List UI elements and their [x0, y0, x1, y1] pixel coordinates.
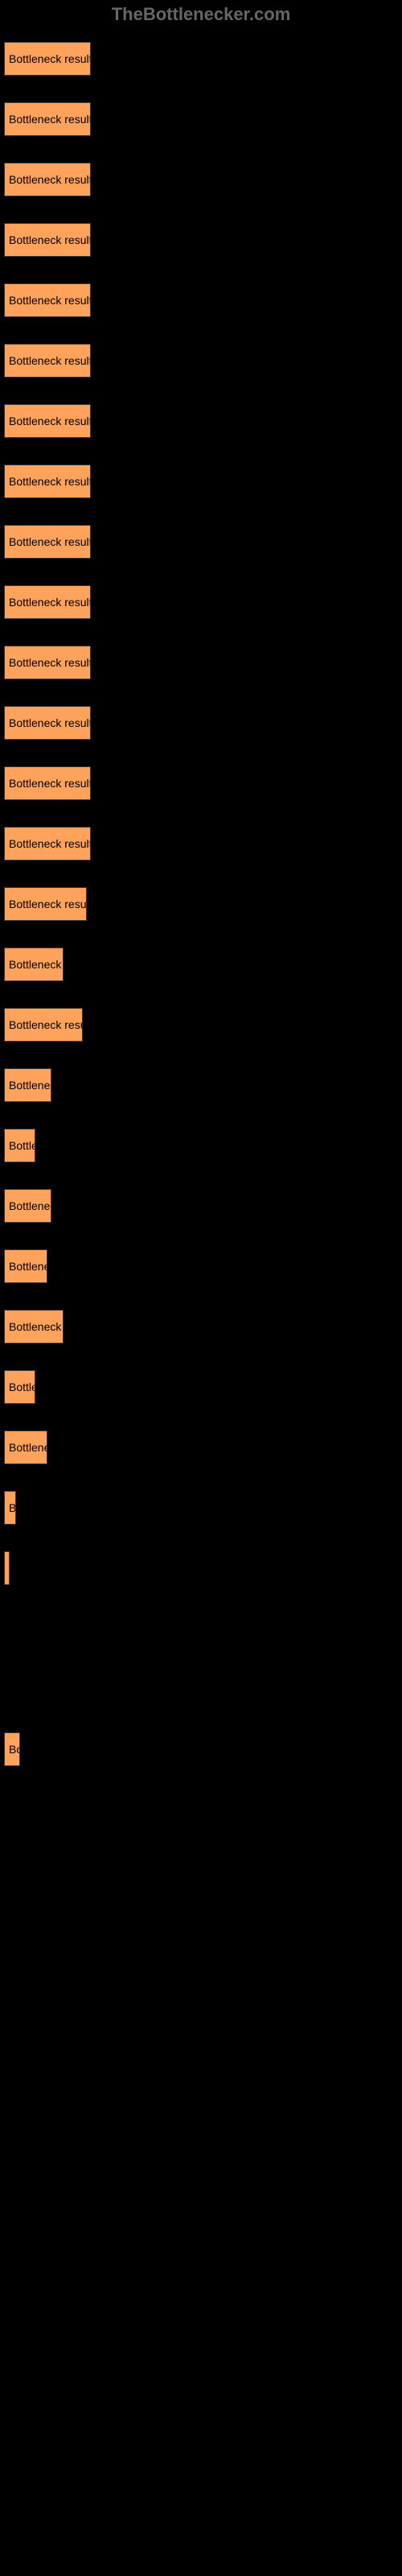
bar-row: Bottleneck result	[4, 451, 398, 511]
bottleneck-bar: Bottleneck result	[4, 1491, 16, 1525]
bottleneck-chart: Bottleneck result Bottleneck result Bottle…	[4, 28, 398, 1779]
bar-label: Bottleneck result	[9, 535, 91, 548]
bar-label: Bottleneck result	[9, 52, 91, 65]
bar-label: Bottleneck result	[9, 354, 91, 367]
bottleneck-bar: Bottleneck result	[4, 344, 91, 378]
bar-label: Bottleneck result	[9, 1260, 47, 1273]
bar-row: Bottleneck result	[4, 1719, 398, 1779]
bottleneck-bar: Bottleneck result	[4, 827, 91, 861]
bar-row: Bottleneck result	[4, 1236, 398, 1296]
bottleneck-bar: Bottleneck result	[4, 1249, 47, 1283]
bar-label: Bottleneck result	[9, 294, 91, 307]
bottleneck-bar: Bottleneck result	[4, 1430, 47, 1464]
bottleneck-bar: Bottleneck result	[4, 102, 91, 136]
bar-label: Bottleneck result	[9, 173, 91, 186]
bottleneck-bar: Bottleneck result	[4, 283, 91, 317]
bottleneck-bar: Bottleneck result	[4, 1189, 51, 1223]
bar-label: Bottleneck result	[9, 777, 91, 790]
bar-row: Bottleneck result	[4, 1477, 398, 1538]
bar-row: Bottleneck result	[4, 1538, 398, 1598]
bar-row: Bottleneck result	[4, 209, 398, 270]
bottleneck-bar: Bottleneck result	[4, 1129, 35, 1162]
bottleneck-bar: Bottleneck result	[4, 1732, 20, 1766]
bar-row: Bottleneck result	[4, 692, 398, 753]
bar-label: Bottleneck result	[9, 1320, 64, 1333]
bar-row: Bottleneck result	[4, 873, 398, 934]
bottleneck-bar: Bottleneck result	[4, 1551, 10, 1585]
bar-label: Bottleneck result	[9, 233, 91, 246]
bar-row: Bottleneck result	[4, 934, 398, 994]
bottleneck-bar: Bottleneck result	[4, 947, 64, 981]
bar-label: Bottleneck result	[9, 1199, 51, 1212]
bar-row	[4, 1658, 398, 1719]
bottleneck-bar: Bottleneck result	[4, 706, 91, 740]
bar-label: Bottleneck result	[9, 1079, 51, 1092]
bar-label: Bottleneck result	[9, 837, 91, 850]
bar-row: Bottleneck result	[4, 1175, 398, 1236]
bottleneck-bar: Bottleneck result	[4, 404, 91, 438]
bar-label: Bottleneck result	[9, 596, 91, 609]
bar-label: Bottleneck result	[9, 475, 91, 488]
site-header: TheBottlenecker.com	[112, 4, 291, 25]
bar-row: Bottleneck result	[4, 1417, 398, 1477]
bar-label: Bottleneck result	[9, 1562, 10, 1575]
bar-label: Bottleneck result	[9, 1139, 35, 1152]
bar-label: Bottleneck result	[9, 1018, 83, 1031]
bar-label: Bottleneck result	[9, 898, 87, 910]
bar-label: Bottleneck result	[9, 1441, 47, 1454]
bottleneck-bar: Bottleneck result	[4, 1370, 35, 1404]
bar-label: Bottleneck result	[9, 1501, 16, 1514]
bar-row: Bottleneck result	[4, 1356, 398, 1417]
bottleneck-bar: Bottleneck result	[4, 1068, 51, 1102]
bar-label: Bottleneck result	[9, 716, 91, 729]
bar-row: Bottleneck result	[4, 330, 398, 390]
bar-row: Bottleneck result	[4, 1055, 398, 1115]
bar-row: Bottleneck result	[4, 511, 398, 572]
bottleneck-bar: Bottleneck result	[4, 1008, 83, 1042]
bar-row: Bottleneck result	[4, 813, 398, 873]
bottleneck-bar: Bottleneck result	[4, 887, 87, 921]
bottleneck-bar: Bottleneck result	[4, 1310, 64, 1344]
bottleneck-bar: Bottleneck result	[4, 42, 91, 76]
bottleneck-bar: Bottleneck result	[4, 525, 91, 559]
bar-label: Bottleneck result	[9, 656, 91, 669]
bottleneck-bar: Bottleneck result	[4, 585, 91, 619]
bar-row: Bottleneck result	[4, 632, 398, 692]
bar-row: Bottleneck result	[4, 753, 398, 813]
bar-label: Bottleneck result	[9, 1381, 35, 1393]
bar-row: Bottleneck result	[4, 1296, 398, 1356]
bar-label: Bottleneck result	[9, 958, 64, 971]
bottleneck-bar: Bottleneck result	[4, 163, 91, 196]
bar-label: Bottleneck result	[9, 415, 91, 427]
bar-label: Bottleneck result	[9, 1743, 20, 1756]
bar-row: Bottleneck result	[4, 89, 398, 149]
bar-row: Bottleneck result	[4, 28, 398, 89]
bottleneck-bar: Bottleneck result	[4, 464, 91, 498]
bar-row: Bottleneck result	[4, 572, 398, 632]
bar-row: Bottleneck result	[4, 390, 398, 451]
bar-label: Bottleneck result	[9, 113, 91, 126]
bar-row: Bottleneck result	[4, 994, 398, 1055]
bar-row: Bottleneck result	[4, 1115, 398, 1175]
bottleneck-bar: Bottleneck result	[4, 646, 91, 679]
bottleneck-bar: Bottleneck result	[4, 223, 91, 257]
bottleneck-bar: Bottleneck result	[4, 766, 91, 800]
bar-row	[4, 1598, 398, 1658]
bar-row: Bottleneck result	[4, 149, 398, 209]
bar-row: Bottleneck result	[4, 270, 398, 330]
